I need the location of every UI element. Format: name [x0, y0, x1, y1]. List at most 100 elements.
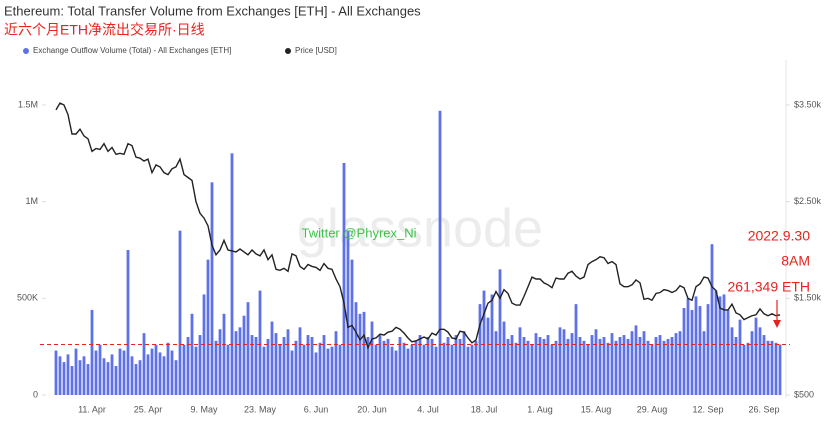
- bar: [66, 354, 70, 395]
- bar: [578, 337, 582, 395]
- bar: [242, 315, 246, 395]
- bar: [514, 342, 518, 395]
- bar: [230, 153, 234, 395]
- bar: [210, 182, 214, 395]
- bar: [118, 348, 122, 395]
- bar: [326, 348, 330, 395]
- bar: [350, 259, 354, 395]
- bar: [430, 338, 434, 395]
- bar: [766, 340, 770, 395]
- bar: [414, 340, 418, 395]
- bar: [302, 344, 306, 395]
- bar: [274, 333, 278, 395]
- bar: [310, 337, 314, 395]
- bar: [422, 344, 426, 395]
- x-tick-label: 1. Aug: [527, 404, 553, 414]
- bar: [530, 344, 534, 395]
- x-tick-label: 11. Apr: [78, 404, 106, 414]
- bar: [82, 356, 86, 395]
- bar: [114, 366, 118, 395]
- bar: [150, 348, 154, 395]
- bar: [778, 344, 782, 395]
- bar: [290, 350, 294, 395]
- bar: [170, 350, 174, 395]
- x-tick-label: 20. Jun: [357, 404, 387, 414]
- bar: [458, 338, 462, 395]
- bar: [90, 309, 94, 395]
- bar: [570, 333, 574, 395]
- legend-marker: [285, 48, 291, 54]
- bar: [450, 344, 454, 395]
- annotation-arrowhead: [773, 320, 781, 328]
- bar: [654, 337, 658, 395]
- bar: [206, 259, 210, 395]
- bar: [474, 340, 478, 395]
- bar: [634, 325, 638, 395]
- bar: [402, 342, 406, 395]
- bar: [650, 344, 654, 395]
- bar: [94, 350, 98, 395]
- bar: [222, 313, 226, 395]
- bar: [70, 366, 74, 395]
- bar: [154, 344, 158, 395]
- bar: [394, 350, 398, 395]
- bar: [762, 335, 766, 395]
- bar: [130, 356, 134, 395]
- bar: [138, 360, 142, 395]
- bar: [738, 319, 742, 395]
- y2-tick-label: $500: [794, 389, 814, 399]
- x-tick-label: 29. Aug: [637, 404, 668, 414]
- bar: [462, 331, 466, 395]
- bar: [266, 338, 270, 395]
- x-tick-label: 9. May: [190, 404, 218, 414]
- bar: [470, 344, 474, 395]
- bar: [198, 335, 202, 395]
- bar: [378, 335, 382, 395]
- bar: [366, 337, 370, 395]
- bar: [142, 333, 146, 395]
- bar: [734, 337, 738, 395]
- watermark: Twitter @Phyrex_Ni: [301, 225, 416, 240]
- bar: [446, 337, 450, 395]
- bar: [102, 358, 106, 395]
- bar: [606, 342, 610, 395]
- x-tick-label: 18. Jul: [471, 404, 498, 414]
- x-tick-label: 25. Apr: [134, 404, 163, 414]
- bar: [522, 337, 526, 395]
- y2-tick-label: $3.50k: [794, 99, 822, 109]
- bar: [558, 327, 562, 395]
- bar: [538, 337, 542, 395]
- bar: [286, 329, 290, 395]
- bar: [698, 306, 702, 395]
- bar: [62, 362, 66, 395]
- watermark: glassnode: [297, 198, 543, 258]
- bar: [658, 335, 662, 395]
- bar: [398, 337, 402, 395]
- bar: [410, 344, 414, 395]
- bar: [262, 346, 266, 395]
- bar: [166, 342, 170, 395]
- annotation: 8AM: [781, 253, 810, 269]
- bar: [54, 350, 58, 395]
- bar: [98, 344, 102, 395]
- bar: [86, 364, 90, 395]
- bar: [482, 290, 486, 395]
- bar: [174, 360, 178, 395]
- bar: [478, 304, 482, 395]
- bar: [330, 346, 334, 395]
- bar: [438, 110, 442, 396]
- bar: [542, 338, 546, 395]
- bar: [270, 321, 274, 395]
- bar: [226, 344, 230, 395]
- bar: [550, 344, 554, 395]
- bar: [774, 342, 778, 395]
- bar: [306, 335, 310, 395]
- bar: [598, 338, 602, 395]
- chart-title: Ethereum: Total Transfer Volume from Exc…: [4, 3, 421, 18]
- bar: [258, 290, 262, 395]
- bar: [770, 340, 774, 395]
- x-tick-label: 4. Jul: [417, 404, 439, 414]
- x-tick-label: 12. Sep: [692, 404, 723, 414]
- bar: [566, 338, 570, 395]
- bar: [554, 340, 558, 395]
